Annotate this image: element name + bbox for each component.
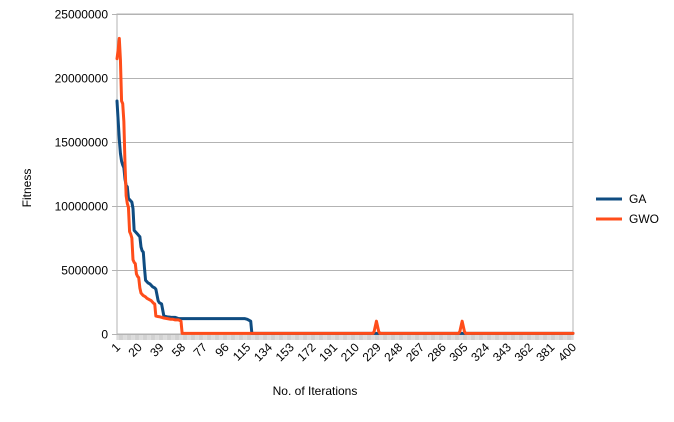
x-tick-label: 324 [468, 340, 492, 364]
x-axis-label: No. of Iterations [273, 384, 358, 398]
x-tick-label: 305 [446, 340, 470, 364]
legend-label-ga: GA [629, 192, 646, 206]
x-tick-label: 286 [425, 340, 449, 364]
x-tick-label: 400 [555, 340, 579, 364]
x-tick-label: 96 [212, 340, 232, 360]
x-tick-label: 20 [125, 340, 145, 360]
x-tick-label: 77 [191, 340, 211, 360]
x-tick-label: 381 [533, 340, 557, 364]
legend: GA GWO [596, 192, 659, 226]
y-tick-label: 25000000 [55, 8, 109, 22]
x-tick-label: 1 [108, 340, 123, 355]
y-tick-label: 10000000 [55, 200, 109, 214]
x-tick-label: 134 [251, 340, 275, 364]
x-tick-label: 191 [316, 340, 340, 364]
x-tick-label: 343 [490, 340, 514, 364]
x-tick-label: 39 [147, 340, 167, 360]
series-line-gwo [115, 36, 575, 335]
axes-layer [116, 13, 574, 340]
tick-labels: 0 5000000 10000000 15000000 20000000 25000000… [55, 8, 580, 365]
y-tick-label: 0 [101, 328, 108, 342]
x-tick-label: 210 [338, 340, 362, 364]
x-tick-label: 115 [230, 340, 254, 364]
y-tick-label: 15000000 [55, 136, 109, 150]
x-tick-label: 229 [360, 340, 384, 364]
x-tick-label: 362 [512, 340, 536, 364]
x-tick-label: 172 [294, 340, 318, 364]
x-tick-label: 153 [273, 340, 297, 364]
grid-layer [112, 14, 573, 335]
series-layer [115, 36, 575, 335]
x-tick-label: 267 [403, 340, 427, 364]
y-tick-label: 20000000 [55, 72, 109, 86]
y-tick-label: 5000000 [61, 264, 108, 278]
y-axis-label: Fitness [20, 169, 34, 208]
x-tick-label: 58 [169, 340, 189, 360]
series-line-ga [115, 99, 575, 335]
legend-label-gwo: GWO [629, 212, 659, 226]
plot-frame [116, 13, 574, 335]
x-tick-label: 248 [381, 340, 405, 364]
